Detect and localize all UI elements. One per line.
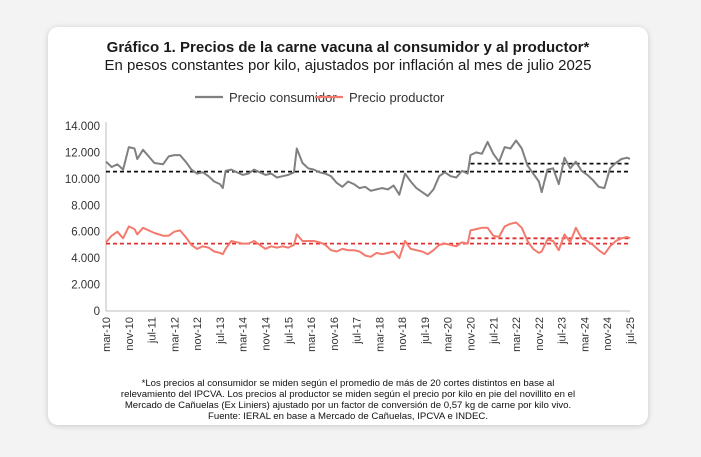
x-tick-label: jul-11: [147, 317, 159, 344]
x-tick-label: nov-10: [124, 317, 136, 351]
x-tick-label: jul-13: [215, 317, 227, 345]
chart-card: Gráfico 1. Precios de la carne vacuna al…: [48, 27, 648, 425]
footnote-line: Mercado de Cañuelas (Ex Liniers) ajustad…: [124, 400, 572, 411]
x-tick-label: jul-15: [283, 317, 295, 345]
x-tick-label: nov-14: [260, 317, 272, 351]
y-tick-label: 0: [94, 306, 100, 318]
x-tick-label: mar-18: [374, 317, 386, 352]
y-tick-label: 14.000: [65, 121, 100, 133]
legend: Precio consumidor Precio productor: [195, 90, 445, 105]
x-tick-label: jul-21: [488, 317, 500, 345]
footnote: *Los precios al consumidor se miden segú…: [78, 378, 618, 422]
line-chart: Precio consumidor Precio productor 14.000…: [65, 90, 637, 352]
x-tick-label: mar-10: [101, 317, 113, 352]
x-axis: mar-10 nov-10 jul-11 mar-12 nov-12 jul-13 mar-…: [101, 310, 637, 352]
y-tick-label: 2.000: [71, 280, 100, 292]
legend-label: Precio productor: [349, 90, 445, 105]
x-tick-label: nov-18: [397, 317, 409, 351]
chart-subtitle: En pesos constantes por kilo, ajustados …: [104, 57, 592, 74]
x-tick-label: mar-20: [443, 317, 455, 352]
x-tick-label: nov-22: [534, 317, 546, 351]
legend-label: Precio consumidor: [229, 90, 337, 105]
y-tick-label: 8.000: [71, 200, 100, 212]
series-lines: [105, 139, 631, 260]
x-tick-label: jul-19: [420, 317, 432, 345]
x-tick-label: nov-20: [466, 317, 478, 351]
y-tick-label: 4.000: [71, 253, 100, 265]
reference-lines: [106, 162, 630, 245]
x-tick-label: jul-17: [352, 317, 364, 345]
x-tick-label: nov-16: [329, 317, 341, 351]
footnote-line: Fuente: IERAL en base a Mercado de Cañue…: [208, 411, 488, 422]
x-tick-label: jul-25: [625, 317, 637, 345]
x-tick-label: mar-22: [511, 317, 523, 352]
x-tick-label: mar-24: [579, 317, 591, 352]
chart-title: Gráfico 1. Precios de la carne vacuna al…: [106, 39, 590, 56]
footnote-line: relevamiento del IPCVA. Los precios al p…: [120, 389, 576, 400]
y-axis: 14.000 12.000 10.000 8.000 6.000 4.000 2.000 0: [65, 121, 107, 318]
x-tick-label: nov-24: [602, 317, 614, 351]
x-tick-label: mar-16: [306, 317, 318, 352]
x-tick-label: mar-14: [238, 317, 250, 352]
series-line-precio-consumidor: [105, 139, 631, 197]
y-tick-label: 12.000: [65, 147, 100, 159]
series-line-precio-productor: [105, 221, 631, 260]
footnote-line: *Los precios al consumidor se miden segú…: [141, 378, 555, 389]
y-tick-label: 6.000: [71, 227, 100, 239]
x-tick-label: mar-12: [169, 317, 181, 352]
y-tick-label: 10.000: [65, 174, 100, 186]
x-tick-label: nov-12: [192, 317, 204, 351]
x-tick-label: jul-23: [557, 317, 569, 345]
